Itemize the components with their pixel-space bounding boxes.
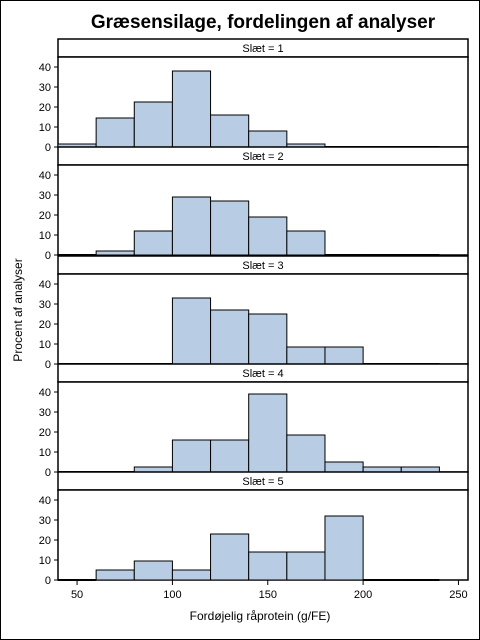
y-tick-label: 10 [39,230,51,242]
bar [95,250,135,256]
panel-2: Slæt = 2 0 10 20 30 40 [39,146,469,262]
panel-label: Slæt = 4 [242,368,283,380]
x-tick-label: 250 [449,589,467,601]
y-tick-label: 20 [39,210,51,222]
panel-label: Slæt = 2 [242,151,283,163]
bar [286,551,326,581]
y-tick-label: 0 [45,142,51,154]
bar [210,200,250,256]
y-tick-label: 0 [45,467,51,479]
bar [248,130,288,148]
y-tick-label: 20 [39,102,51,114]
bar [171,439,212,473]
y-tick-label: 0 [45,250,51,262]
y-tick-label: 10 [39,339,51,351]
bar [248,551,288,581]
y-tick-label: 20 [39,319,51,331]
y-tick-label: 20 [39,427,51,439]
panel-label: Slæt = 5 [242,476,283,488]
y-tick-label: 30 [39,407,51,419]
y-axis-label: Procent af analyser [11,258,25,361]
bar [171,196,212,256]
panel-3: Slæt = 3 0 10 20 30 40 [39,255,469,371]
bar [324,461,364,473]
bar [210,309,250,365]
bar [210,114,250,148]
y-tick-label: 40 [39,62,51,74]
bar [248,313,288,365]
bar [286,434,326,473]
x-tick-label: 200 [354,589,372,601]
y-tick-label: 0 [45,575,51,587]
bar [133,101,173,148]
x-tick-label: 50 [71,589,83,601]
bar [210,533,250,581]
y-tick-label: 10 [39,447,51,459]
bar [286,346,326,365]
y-tick-label: 20 [39,535,51,547]
x-axis-label: Fordøjelig råprotein (g/FE) [190,609,331,623]
bar [95,569,135,581]
y-tick-label: 40 [39,170,51,182]
bar [248,393,288,473]
x-tick-label: 100 [163,589,181,601]
panel-1: Slæt = 1 0 10 20 30 40 [39,38,469,154]
panel-4: Slæt = 4 0 10 20 30 40 [39,363,469,479]
bar [248,216,288,256]
y-tick-label: 30 [39,82,51,94]
y-tick-label: 40 [39,387,51,399]
bar [286,230,326,256]
bar [171,297,212,365]
bar [171,569,212,581]
panel-label: Slæt = 1 [242,43,283,55]
bar [324,346,364,365]
bar [133,560,173,581]
bar [171,70,212,148]
bar [210,439,250,473]
bar [95,117,135,148]
y-tick-label: 30 [39,190,51,202]
y-tick-label: 10 [39,555,51,567]
y-tick-label: 40 [39,495,51,507]
panel-label: Slæt = 3 [242,260,283,272]
chart-title: Græsensilage, fordelingen af analyser [91,12,436,33]
x-axis: 50 100 150 200 250 [71,580,468,601]
panel-5: Slæt = 5 0 10 20 30 40 [39,471,469,587]
bar [133,230,173,256]
x-tick-label: 150 [259,589,277,601]
y-tick-label: 10 [39,122,51,134]
y-tick-label: 30 [39,299,51,311]
y-tick-label: 0 [45,359,51,371]
y-tick-label: 30 [39,515,51,527]
y-tick-label: 40 [39,279,51,291]
bar [324,515,364,581]
